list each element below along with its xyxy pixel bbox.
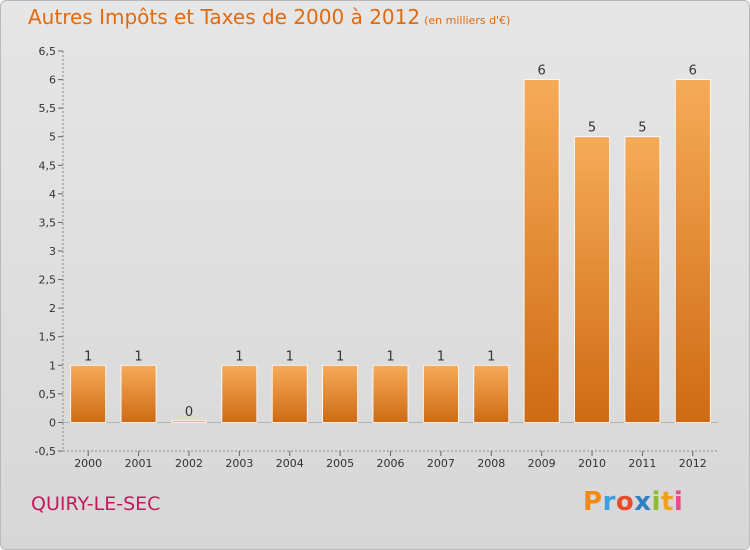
title-text: Autres Impôts et Taxes de 2000 à 2012 xyxy=(28,5,421,29)
y-tick-label: 1 xyxy=(49,359,56,372)
data-label: 1 xyxy=(84,349,92,364)
data-label: 1 xyxy=(134,349,142,364)
x-tick-label: 2004 xyxy=(276,457,304,470)
bar xyxy=(271,364,308,423)
bar xyxy=(523,79,560,423)
y-tick-label: 6 xyxy=(49,74,56,87)
x-tick-label: 2012 xyxy=(679,457,707,470)
x-tick-label: 2002 xyxy=(175,457,203,470)
x-tick-label: 2003 xyxy=(225,457,253,470)
y-tick-label: 5 xyxy=(49,131,56,144)
y-tick-label: 6,5 xyxy=(39,45,57,58)
y-tick-label: 4,5 xyxy=(39,159,57,172)
bar xyxy=(171,420,207,423)
x-tick-label: 2006 xyxy=(377,457,405,470)
y-tick-label: 2,5 xyxy=(39,274,57,287)
bar xyxy=(422,364,459,423)
bar xyxy=(674,79,711,423)
y-tick-label: 0 xyxy=(49,416,56,429)
x-tick-label: 2009 xyxy=(528,457,556,470)
x-tick-label: 2000 xyxy=(74,457,102,470)
y-tick-label: -0,5 xyxy=(35,445,56,458)
data-label: 1 xyxy=(386,349,394,364)
x-tick-label: 2001 xyxy=(125,457,153,470)
data-label: 5 xyxy=(638,121,646,136)
bar xyxy=(372,364,409,423)
commune-name: QUIRY-LE-SEC xyxy=(31,493,161,515)
data-label: 1 xyxy=(336,349,344,364)
data-label: 1 xyxy=(487,349,495,364)
data-label: 6 xyxy=(538,64,546,79)
y-tick-label: 5,5 xyxy=(39,102,57,115)
chart-subtitle: (en milliers d'€) xyxy=(424,14,511,27)
bar xyxy=(70,364,107,423)
y-tick-label: 3 xyxy=(49,245,56,258)
data-label: 0 xyxy=(185,405,193,420)
x-tick-label: 2007 xyxy=(427,457,455,470)
data-label: 1 xyxy=(437,349,445,364)
x-tick-label: 2011 xyxy=(628,457,656,470)
x-tick-label: 2005 xyxy=(326,457,354,470)
y-tick-label: 1,5 xyxy=(39,331,57,344)
y-tick-label: 3,5 xyxy=(39,216,57,229)
data-label: 5 xyxy=(588,121,596,136)
y-tick-label: 0,5 xyxy=(39,388,57,401)
bar xyxy=(322,364,359,423)
bar xyxy=(221,364,258,423)
data-label: 1 xyxy=(235,349,243,364)
bar xyxy=(120,364,157,423)
bar xyxy=(624,136,661,423)
chart-title: Autres Impôts et Taxes de 2000 à 2012 (en… xyxy=(28,5,510,29)
bar xyxy=(473,364,510,423)
x-tick-label: 2008 xyxy=(477,457,505,470)
data-label: 1 xyxy=(286,349,294,364)
y-tick-label: 2 xyxy=(49,302,56,315)
bar xyxy=(574,136,610,423)
x-tick-label: 2010 xyxy=(578,457,606,470)
proxiti-logo: Proxiti xyxy=(583,487,684,517)
y-tick-label: 4 xyxy=(49,188,56,201)
data-label: 6 xyxy=(689,64,697,79)
